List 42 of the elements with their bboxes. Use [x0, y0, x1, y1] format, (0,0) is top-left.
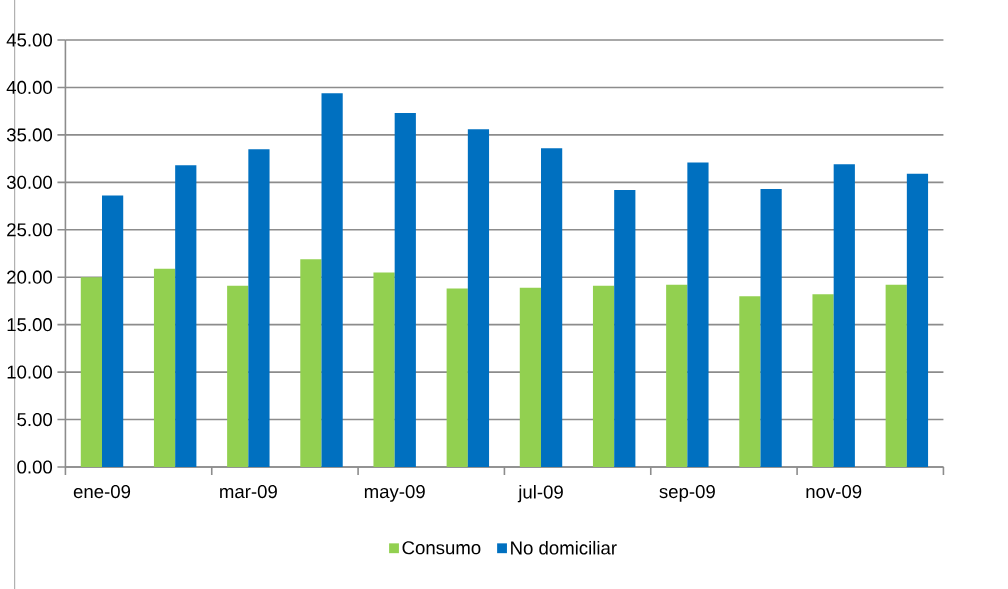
- bar: [906, 173, 929, 467]
- y-tick-label: 15.00: [7, 318, 53, 332]
- bar: [614, 189, 636, 467]
- y-tick-label: 45.00: [6, 33, 53, 47]
- bar: [248, 149, 270, 467]
- bar: [739, 296, 761, 467]
- y-tick-label: 5.00: [17, 412, 53, 427]
- y-tick-label: 25.00: [7, 223, 53, 237]
- legend-label: No domiciliar: [511, 540, 617, 555]
- bar: [153, 268, 176, 467]
- x-tick-label: may-09: [364, 484, 425, 502]
- x-tick-label: jul-09: [517, 484, 563, 503]
- bar: [519, 287, 542, 467]
- bar: [175, 165, 197, 467]
- bar: [102, 195, 124, 467]
- y-tick-label: 40.00: [6, 80, 53, 95]
- bar: [300, 259, 322, 467]
- bar: [467, 129, 490, 467]
- bar: [541, 148, 563, 467]
- bar: [760, 188, 782, 467]
- bar: [80, 277, 102, 467]
- bar: [812, 294, 834, 467]
- x-tick-label: mar-09: [220, 484, 277, 499]
- y-tick-label: 30.00: [6, 175, 53, 189]
- bar: [687, 162, 709, 467]
- bar: [885, 284, 907, 467]
- bar: [227, 285, 249, 467]
- y-tick-label: 35.00: [6, 128, 53, 142]
- x-tick-label: nov-09: [806, 484, 862, 499]
- bar: [666, 284, 688, 467]
- legend-label: Consumo: [402, 541, 481, 555]
- bar: [373, 272, 395, 467]
- bar: [592, 285, 615, 467]
- y-tick-label: 20.00: [7, 270, 53, 284]
- bar: [394, 113, 416, 467]
- x-tick-label: sep-09: [659, 484, 715, 502]
- bar: [833, 164, 855, 467]
- y-tick-label: 10.00: [7, 365, 53, 379]
- bar: [446, 288, 468, 467]
- x-tick-label: ene-09: [73, 484, 131, 499]
- bar: [321, 93, 343, 467]
- y-tick-label: 0.00: [17, 460, 53, 474]
